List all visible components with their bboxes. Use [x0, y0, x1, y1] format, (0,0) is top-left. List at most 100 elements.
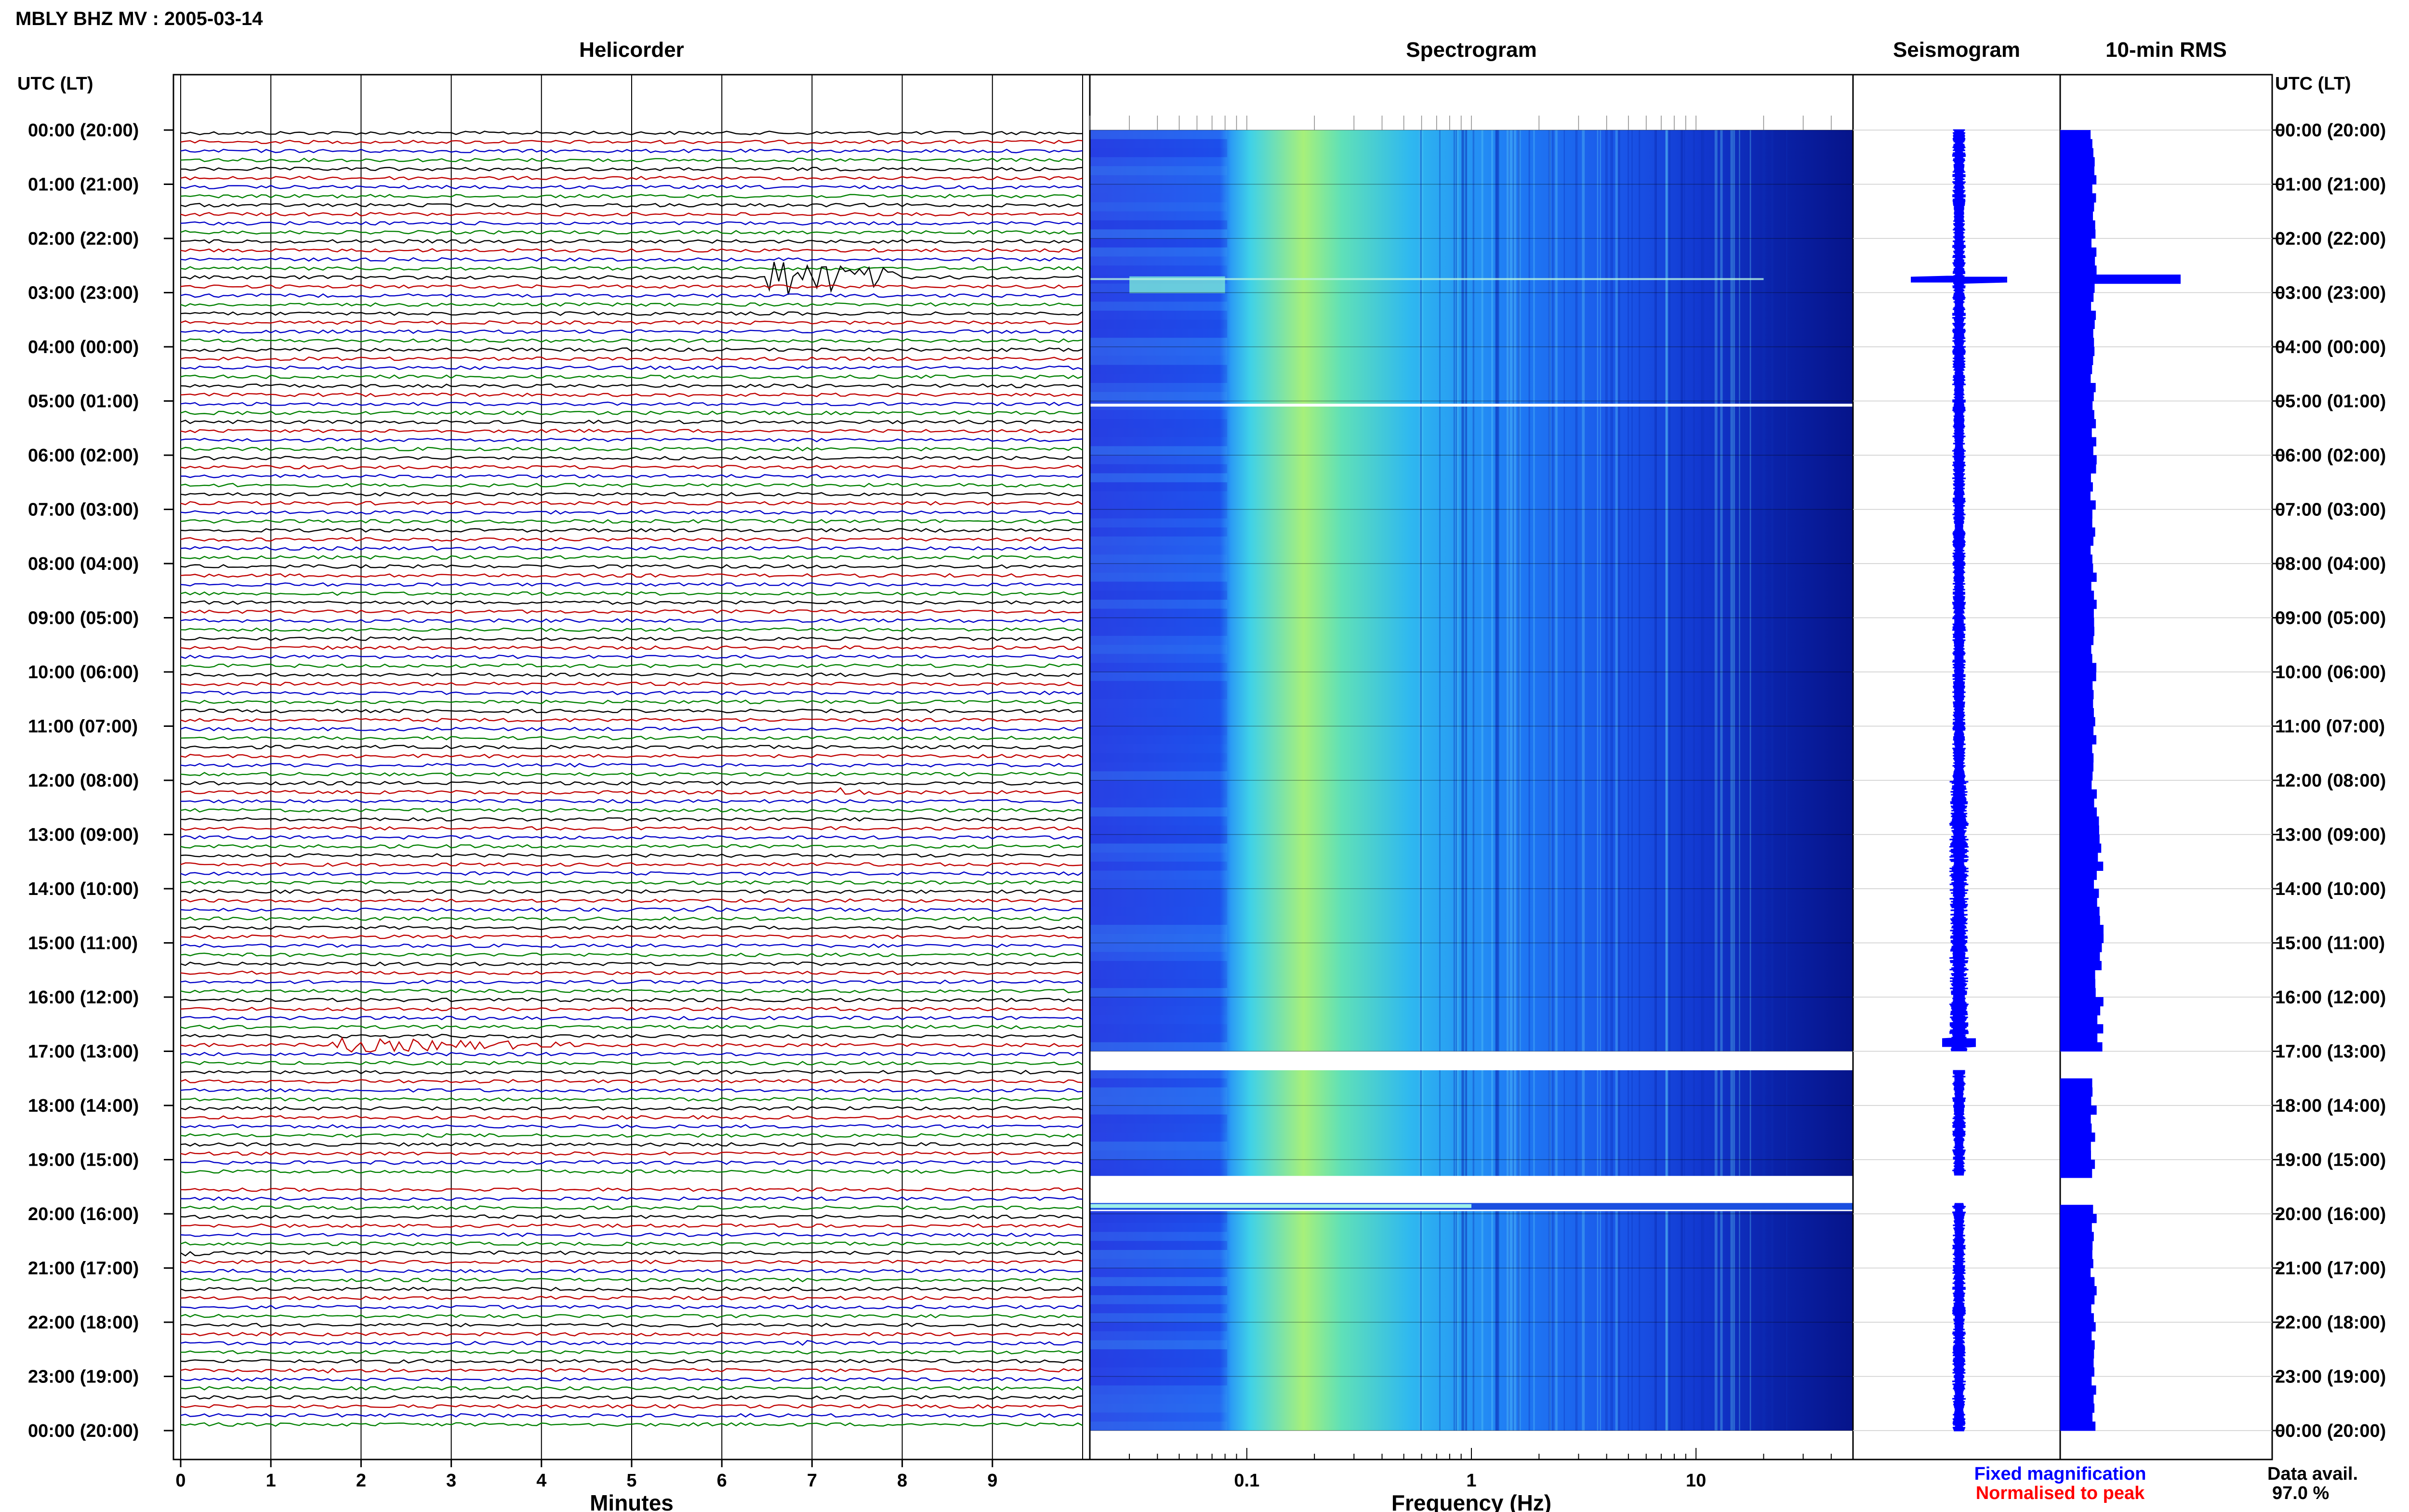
helicorder-trace: [180, 230, 1083, 235]
spectrogram-row: [1090, 1223, 1228, 1232]
rms-bar: [2060, 292, 2094, 302]
helicorder-trace: [180, 844, 1083, 849]
rms-bar: [2060, 229, 2096, 239]
rms-bar: [2060, 1286, 2097, 1296]
spectrogram-row: [1090, 500, 1228, 510]
spectrogram-title: Spectrogram: [1406, 38, 1536, 62]
helicorder-trace: [180, 970, 1083, 975]
spectrogram-row: [1090, 554, 1228, 564]
spectrogram-row: [1090, 509, 1228, 519]
rms-bar: [2060, 979, 2095, 988]
rms-bar: [2060, 753, 2094, 763]
spectrogram-row: [1090, 238, 1228, 248]
helicorder-trace: [180, 871, 1083, 876]
helicorder-trace: [180, 1034, 1083, 1039]
helicorder-trace: [180, 302, 1083, 307]
helicorder-title: Helicorder: [579, 38, 684, 62]
spectrogram-row: [1090, 1250, 1228, 1259]
rms-bar: [2060, 961, 2102, 971]
rms-bar: [2060, 708, 2094, 718]
helicorder-trace: [180, 799, 1083, 804]
spectrogram-row: [1090, 166, 1228, 175]
spectrogram-row: [1090, 392, 1228, 401]
helicorder-tick-label: 9: [987, 1471, 997, 1491]
rms-bar: [2060, 401, 2093, 410]
helicorder-trace: [180, 1250, 1083, 1257]
rms-bar: [2060, 690, 2094, 699]
rms-bar: [2060, 897, 2097, 907]
rms-bar: [2060, 581, 2091, 591]
helicorder-trace: [180, 1079, 1083, 1084]
time-label-right: 23:00 (19:00): [2275, 1367, 2386, 1387]
rms-bar: [2060, 780, 2092, 790]
rms-bar: [2060, 374, 2091, 383]
spectrogram-row: [1090, 1142, 1228, 1151]
time-label-right: 16:00 (12:00): [2275, 987, 2386, 1008]
rms-bar: [2060, 572, 2097, 582]
helicorder-trace: [180, 1106, 1083, 1111]
spectrogram-row: [1090, 1024, 1228, 1033]
helicorder-trace: [180, 763, 1083, 768]
time-label-right: 01:00 (21:00): [2275, 175, 2386, 195]
rms-bar: [2060, 202, 2094, 212]
spectrogram-row: [1090, 1169, 1228, 1178]
helicorder-trace: [180, 1340, 1083, 1346]
spectrogram-row: [1090, 1042, 1228, 1052]
rms-bar: [2060, 1159, 2095, 1169]
rms-bar: [2060, 654, 2092, 663]
time-label-left: 09:00 (05:00): [28, 608, 139, 629]
helicorder-trace: [180, 1223, 1083, 1228]
data-availability-label: Data avail.: [2267, 1464, 2358, 1484]
helicorder-trace: [180, 148, 1083, 154]
spectrogram-row: [1090, 319, 1228, 329]
helicorder-trace: [180, 1025, 1083, 1030]
helicorder-trace: [180, 699, 1083, 704]
spectrogram-row: [1090, 1259, 1228, 1268]
spectrogram-row: [1090, 789, 1228, 799]
helicorder-trace: [180, 1097, 1083, 1102]
rms-bar: [2060, 130, 2091, 140]
rms-bar: [2060, 518, 2092, 528]
rms-bar: [2060, 789, 2097, 799]
spectrogram-row: [1090, 636, 1228, 645]
spectrogram-row: [1090, 1069, 1228, 1078]
rms-bar: [2060, 1232, 2094, 1241]
helicorder-trace: [180, 420, 1083, 424]
rms-bar: [2060, 184, 2092, 194]
helicorder-trace: [180, 1133, 1083, 1138]
rms-bar: [2060, 744, 2092, 754]
rms-bar: [2060, 220, 2095, 230]
time-label-left: 12:00 (08:00): [28, 771, 139, 791]
rms-bar: [2060, 383, 2096, 393]
helicorder-trace: [180, 1368, 1083, 1374]
rms-bar: [2060, 355, 2093, 365]
rms-bar: [2060, 627, 2094, 636]
helicorder-trace: [180, 1386, 1083, 1391]
rms-bar: [2060, 618, 2094, 627]
helicorder-trace: [180, 374, 1083, 380]
helicorder-trace: [180, 401, 1083, 407]
spectrogram-row: [1090, 735, 1228, 744]
helicorder-trace: [180, 609, 1083, 614]
rms-bar: [2060, 636, 2094, 645]
spectrogram-row: [1090, 311, 1228, 320]
spectrogram-row: [1090, 1340, 1228, 1350]
helicorder-trace: [180, 787, 1083, 795]
spectrogram-row: [1090, 1159, 1228, 1169]
time-label-left: 01:00 (21:00): [28, 175, 139, 195]
spectrogram-row: [1090, 1087, 1228, 1097]
helicorder-trace: [180, 600, 1083, 605]
spectrogram-row: [1090, 1412, 1228, 1422]
rms-bar: [2060, 536, 2093, 546]
rms-bar: [2060, 365, 2092, 374]
helicorder-trace: [180, 1232, 1083, 1237]
spectrogram-row: [1090, 1367, 1228, 1377]
rms-bar: [2060, 1205, 2093, 1214]
rms-bar: [2060, 1322, 2096, 1332]
time-label-right: 18:00 (14:00): [2275, 1096, 2386, 1116]
rms-bar: [2060, 545, 2091, 555]
rms-bar: [2060, 428, 2092, 437]
spectrogram-row: [1090, 907, 1228, 916]
rms-bar: [2060, 1403, 2095, 1413]
